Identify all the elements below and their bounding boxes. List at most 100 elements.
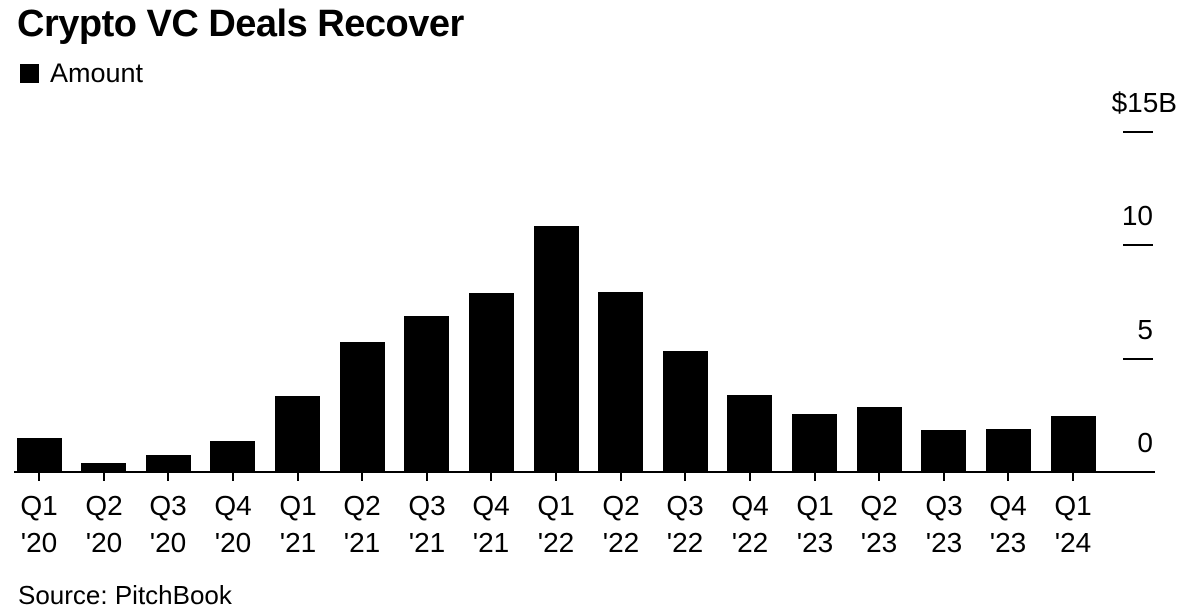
x-axis-tick [1007,472,1009,481]
x-axis-label-line: '21 [343,527,381,558]
x-axis-label: Q3'21 [387,487,467,561]
x-axis-label: Q1'20 [0,487,79,561]
x-axis-tick [749,472,751,481]
x-axis-label-line: '20 [85,527,123,558]
bar [727,395,772,472]
bar [921,430,966,472]
x-axis-tick [620,472,622,481]
x-axis-label-line: '20 [20,527,58,558]
bar [210,441,255,472]
x-axis-label-line: '20 [214,527,252,558]
x-axis-label: Q2'23 [839,487,919,561]
y-axis-tick [1123,358,1153,360]
y-axis-label: 10 [1121,200,1153,231]
x-axis-label-line: '22 [731,527,769,558]
x-axis-label-line: Q1 [796,490,834,521]
x-axis-label-line: '23 [860,527,898,558]
bar [275,396,320,472]
x-axis-label-line: '22 [537,527,575,558]
chart-title: Crypto VC Deals Recover [17,3,464,45]
bar [534,226,579,472]
x-axis-tick [38,472,40,481]
x-axis-label-line: Q4 [989,490,1027,521]
x-axis-label-line: Q1 [537,490,575,521]
bar [17,438,62,472]
x-axis-label-line: Q2 [602,490,640,521]
x-axis-label: Q3'22 [645,487,725,561]
x-axis-label: Q3'23 [904,487,984,561]
bar [81,463,126,472]
x-axis-label-line: Q2 [860,490,898,521]
x-axis-label: Q4'21 [451,487,531,561]
x-axis-label-line: Q1 [20,490,58,521]
x-axis-label-line: Q3 [666,490,704,521]
x-axis-label-line: '23 [925,527,963,558]
x-axis-label-line: '22 [666,527,704,558]
legend: Amount [20,60,143,87]
x-axis-tick [232,472,234,481]
x-axis-label-line: Q2 [85,490,123,521]
bar [986,429,1031,472]
y-axis-label: 0 [1137,427,1153,458]
x-axis-tick [555,472,557,481]
x-axis-tick [490,472,492,481]
x-axis-label-line: Q2 [343,490,381,521]
x-axis-label: Q2'21 [322,487,402,561]
x-axis-tick [361,472,363,481]
source-note: Source: PitchBook [18,580,232,610]
x-axis-label-line: '22 [602,527,640,558]
x-axis-label: Q1'24 [1033,487,1113,561]
bar [1051,416,1096,472]
x-axis-label: Q4'23 [968,487,1048,561]
bar [792,414,837,472]
x-axis-label-line: '21 [279,527,317,558]
x-axis-label: Q2'22 [581,487,661,561]
x-axis-label-line: Q3 [925,490,963,521]
x-axis-label-line: Q4 [472,490,510,521]
y-axis-label: 5 [1137,314,1153,345]
x-axis-tick [878,472,880,481]
bar [404,316,449,472]
x-axis-tick [943,472,945,481]
legend-amount-swatch [20,64,39,83]
bar [663,351,708,472]
x-axis-label: Q4'22 [710,487,790,561]
x-axis-label: Q3'20 [128,487,208,561]
x-axis-label: Q1'21 [258,487,338,561]
x-axis-tick [684,472,686,481]
bar [340,342,385,472]
x-axis-label-line: Q1 [279,490,317,521]
bar [146,455,191,472]
y-axis-label: $15B [1111,87,1177,118]
bar [598,292,643,472]
x-axis-label-line: '21 [408,527,446,558]
x-axis-tick [1072,472,1074,481]
bar [857,407,902,472]
x-axis-label-line: Q4 [214,490,252,521]
x-axis-label: Q4'20 [193,487,273,561]
x-axis-label-line: '23 [796,527,834,558]
y-axis-tick [1123,131,1153,133]
legend-amount-label: Amount [50,58,144,88]
x-axis-tick [814,472,816,481]
x-axis-label-line: Q4 [731,490,769,521]
bar [469,293,514,472]
y-axis-tick [1123,244,1153,246]
x-axis-label-line: '24 [1054,527,1092,558]
x-axis-label-line: Q3 [149,490,187,521]
x-axis-tick [167,472,169,481]
x-axis-label-line: Q3 [408,490,446,521]
x-axis-line [14,471,1155,473]
x-axis-label-line: '21 [472,527,510,558]
x-axis-tick [297,472,299,481]
x-axis-label: Q1'23 [775,487,855,561]
x-axis-label-line: '20 [149,527,187,558]
x-axis-tick [103,472,105,481]
x-axis-tick [426,472,428,481]
x-axis-label: Q1'22 [516,487,596,561]
x-axis-label-line: '23 [989,527,1027,558]
x-axis-label-line: Q1 [1054,490,1092,521]
x-axis-label: Q2'20 [64,487,144,561]
